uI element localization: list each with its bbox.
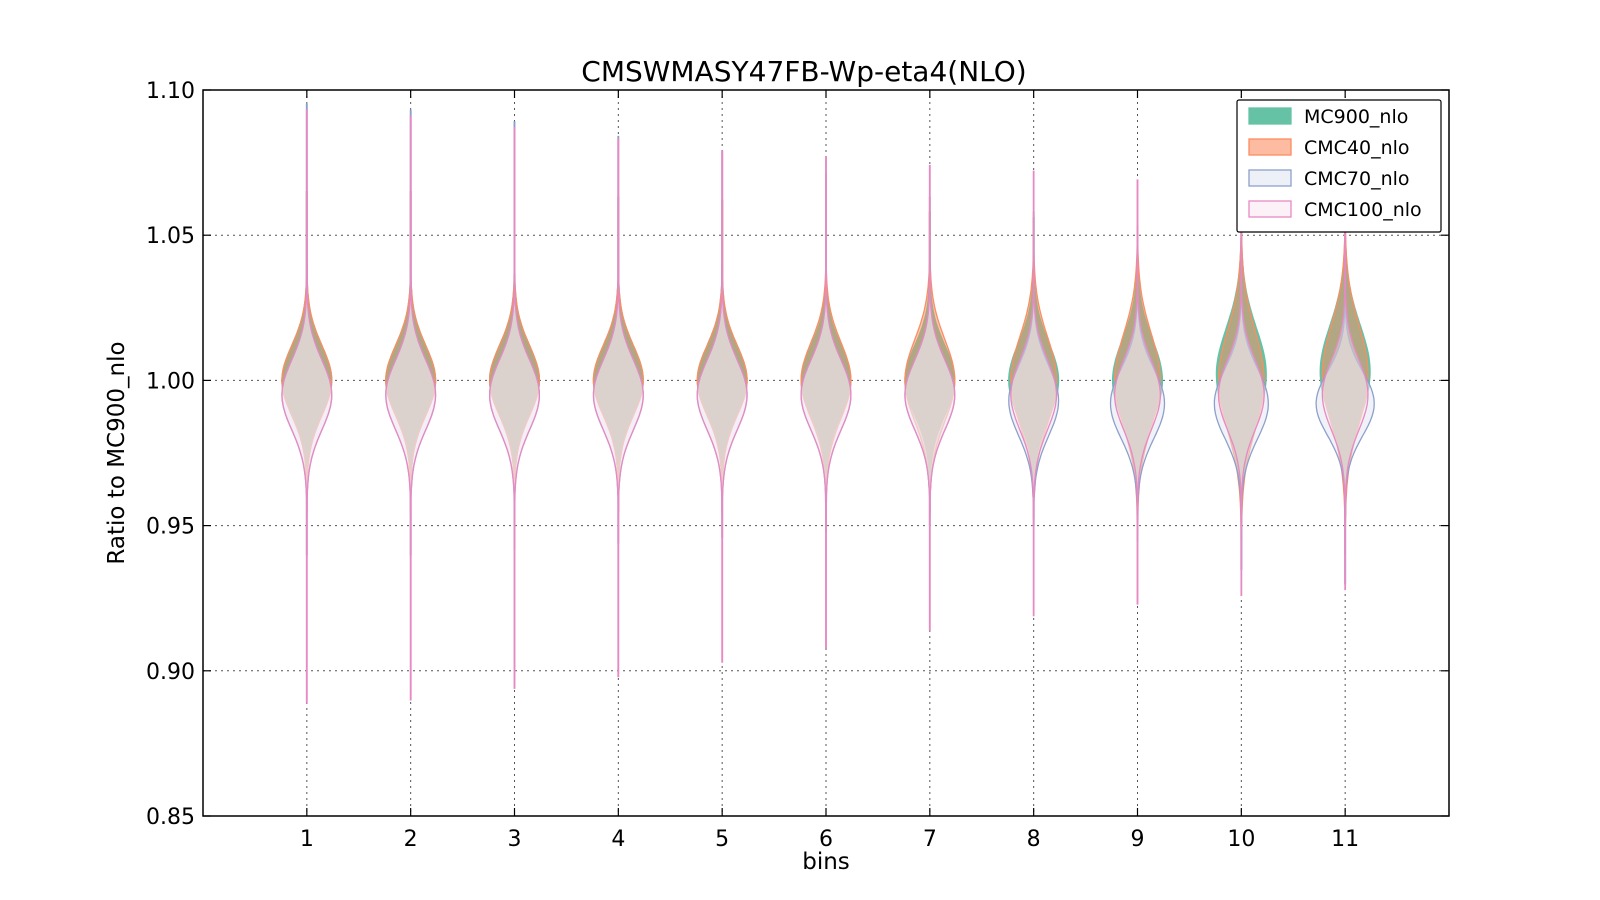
legend-label: MC900_nlo [1304, 106, 1408, 128]
x-tick-label: 11 [1331, 827, 1359, 852]
y-tick-label: 1.00 [146, 369, 195, 394]
violin [489, 127, 540, 689]
violin [592, 138, 644, 678]
x-tick-label: 4 [611, 827, 625, 852]
violin-layer [281, 103, 1375, 704]
legend-label: CMC40_nlo [1304, 137, 1410, 159]
legend: MC900_nlo CMC40_nlo CMC70_nlo CMC100_nlo [1236, 99, 1442, 233]
chart-title: CMSWMASY47FB-Wp-eta4(NLO) [581, 55, 1026, 88]
x-tick-label: 2 [404, 827, 418, 852]
legend-label: CMC70_nlo [1304, 168, 1410, 190]
y-tick-label: 0.95 [146, 515, 195, 540]
legend-swatch [1248, 200, 1292, 218]
violin [1321, 185, 1369, 591]
x-tick-label: 8 [1027, 827, 1041, 852]
x-tick-label: 7 [923, 827, 937, 852]
tick-layer: 1 2 3 4 5 6 7 8 9 10 11 0.85 0.90 0.95 1.00 1.05 1.10 [146, 79, 1449, 852]
legend-swatch [1248, 138, 1292, 156]
x-axis-label: bins [802, 849, 850, 875]
y-tick-label: 1.10 [146, 79, 195, 104]
legend-swatch [1248, 107, 1292, 125]
x-tick-label: 10 [1227, 827, 1255, 852]
y-tick-label: 0.90 [146, 660, 195, 685]
violin [904, 164, 956, 631]
series-CMC100_nlo [281, 109, 1369, 704]
y-tick-label: 0.85 [146, 805, 195, 830]
violin [385, 115, 437, 701]
x-tick-label: 5 [715, 827, 729, 852]
violin [1217, 182, 1265, 596]
x-tick-label: 6 [819, 827, 833, 852]
legend-swatch [1248, 169, 1292, 187]
y-tick-label: 1.05 [146, 224, 195, 249]
violin [696, 150, 748, 663]
violin [281, 109, 333, 704]
x-tick-label: 3 [508, 827, 522, 852]
y-axis-label: Ratio to MC900_nlo [104, 341, 130, 564]
x-tick-label: 9 [1131, 827, 1145, 852]
x-tick-label: 1 [300, 827, 314, 852]
legend-label: CMC100_nlo [1304, 199, 1422, 221]
violin [1010, 170, 1058, 617]
violin [1114, 179, 1161, 605]
violin [800, 156, 852, 649]
legend-box [1236, 99, 1442, 233]
